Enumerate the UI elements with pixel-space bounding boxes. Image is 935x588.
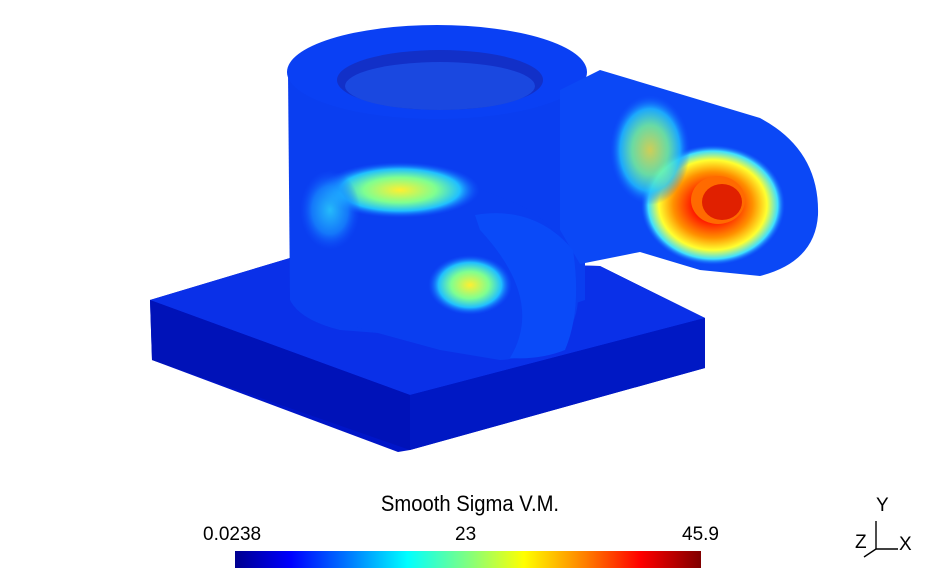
colorbar-mid-label: 23 <box>455 524 477 545</box>
colorbar-max-label: 45.9 <box>682 524 719 545</box>
axis-z-label: Z <box>855 532 867 553</box>
fem-model-viewport[interactable] <box>0 0 935 470</box>
axes-triad <box>863 521 898 558</box>
axis-x-label: X <box>899 534 912 555</box>
lever-arm <box>560 70 819 276</box>
colorbar <box>235 551 701 568</box>
colorbar-title: Smooth Sigma V.M. <box>380 491 560 516</box>
axis-y-label: Y <box>876 495 889 516</box>
front-lug <box>300 162 578 360</box>
colorbar-min-label: 0.0238 <box>203 524 262 545</box>
